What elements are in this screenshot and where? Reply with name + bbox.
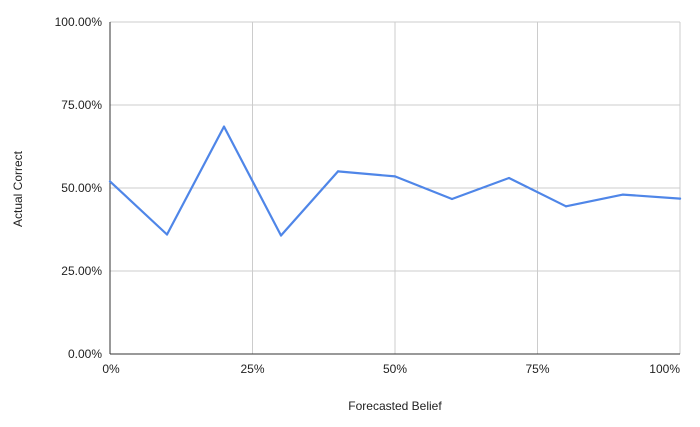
grid-lines	[110, 21, 681, 354]
y-tick-label: 25.00%	[61, 264, 102, 278]
y-tick-label: 75.00%	[61, 98, 102, 112]
x-tick-label: 75%	[525, 362, 549, 376]
data-point	[678, 197, 682, 200]
y-tick-label: 100.00%	[55, 15, 103, 29]
x-tick-label: 100%	[649, 362, 680, 376]
data-point	[108, 180, 112, 183]
axes	[109, 22, 680, 355]
y-tick-label: 50.00%	[61, 181, 102, 195]
y-tick-labels: 0.00% 25.00% 50.00% 75.00% 100.00%	[55, 15, 103, 361]
data-point	[222, 125, 226, 128]
x-tick-label: 50%	[383, 362, 407, 376]
x-axis-title: Forecasted Belief	[348, 399, 442, 413]
y-axis-title: Actual Correct	[11, 150, 25, 227]
x-tick-label: 25%	[240, 362, 264, 376]
data-point	[621, 193, 625, 196]
series-layer	[108, 125, 682, 237]
data-point	[336, 170, 340, 173]
x-tick-label: 0%	[102, 362, 120, 376]
data-point	[165, 233, 169, 236]
data-point	[507, 176, 511, 180]
y-tick-label: 0.00%	[68, 347, 102, 361]
data-point	[279, 234, 283, 237]
data-point	[393, 175, 397, 178]
data-point	[450, 197, 454, 201]
x-tick-labels: 0% 25% 50% 75% 100%	[102, 362, 680, 376]
data-point	[564, 205, 568, 208]
